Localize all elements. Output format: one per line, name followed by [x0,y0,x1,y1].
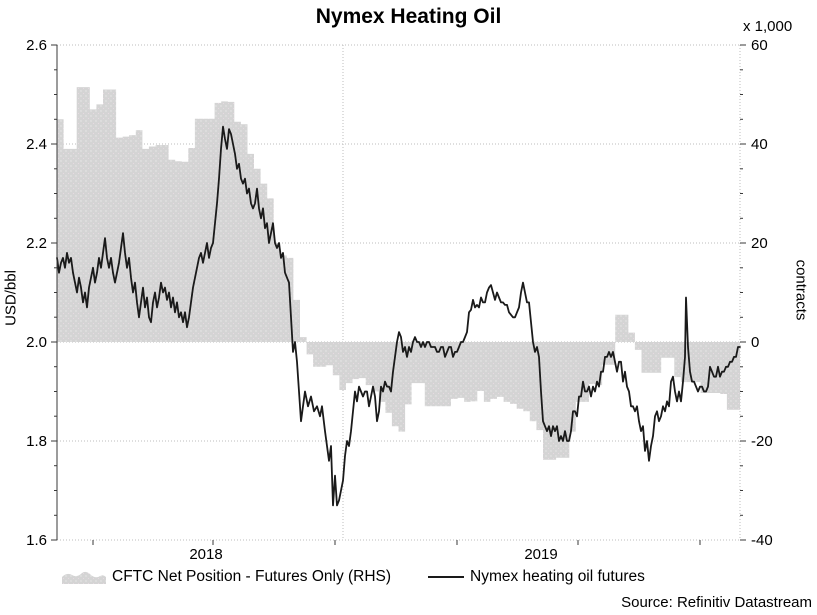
legend-label-cftc: CFTC Net Position - Futures Only (RHS) [112,568,392,585]
left-tick-label: 2.0 [26,334,47,351]
left-tick-label: 2.4 [26,136,47,153]
right-tick-label: 0 [751,334,759,351]
left-tick-label: 1.6 [26,532,47,549]
axes-layer [51,44,746,545]
right-axis-unit-label: x 1,000 [743,18,793,35]
left-tick-label: 2.2 [26,235,47,252]
year-label: 2019 [524,546,557,563]
legend-label-nymex: Nymex heating oil futures [470,568,645,585]
right-tick-label: 40 [751,136,768,153]
right-tick-label: 60 [751,37,768,54]
chart-title: Nymex Heating Oil [315,5,502,28]
source-note: Source: Refinitiv Datastream [621,594,812,611]
left-tick-label: 2.6 [26,37,47,54]
left-tick-label: 1.8 [26,433,47,450]
year-label: 2018 [189,546,222,563]
nymex-futures-line [56,125,741,507]
right-tick-label: 20 [751,235,768,252]
tick-labels-layer: 2.6 2.4 2.2 2.0 1.8 1.6 60 40 20 0 -20 -40 2018 2019 [26,37,773,563]
series-layer [56,87,741,507]
legend-swatches [62,571,464,584]
right-tick-label: -20 [751,433,773,450]
legend-area-swatch [62,571,106,584]
cftc-net-position-area [57,87,740,460]
right-tick-label: -40 [751,532,773,549]
